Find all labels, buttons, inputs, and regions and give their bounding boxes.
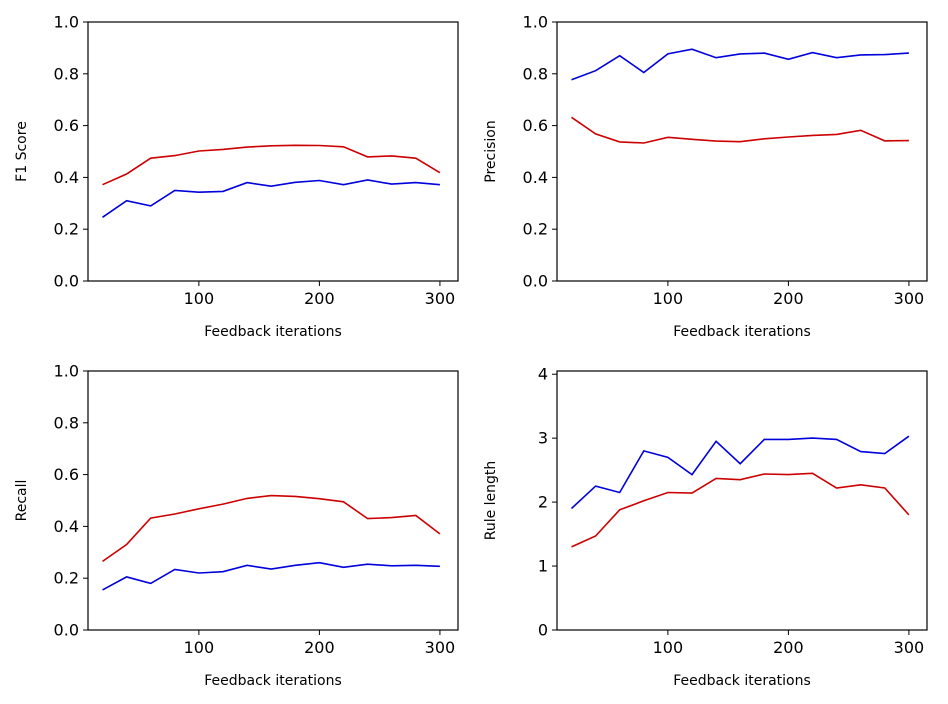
series-line-blue	[102, 561, 440, 591]
x-tick-label: 300	[894, 638, 925, 657]
y-axis-label: Rule length	[483, 461, 499, 541]
subplot-1: 100 200 300 0.0 0.2 0.4 0.6 0.8 1.0 Feedback iter…	[14, 13, 459, 340]
subplot-3: 100 200 300 0.0 0.2 0.4 0.6 0.8 1.0 Feedback iter…	[14, 362, 459, 689]
y-axis-label: Precision	[483, 120, 499, 182]
y-tick-label: 1	[538, 557, 548, 576]
y-tick-label: 0.0	[54, 272, 79, 291]
subplot-2: 100 200 300 0.0 0.2 0.4 0.6 0.8 1.0 Feedback iter…	[483, 13, 928, 340]
x-tick-label: 100	[184, 289, 215, 308]
series-line-blue	[571, 48, 909, 81]
y-tick-label: 0.6	[523, 116, 548, 135]
y-tick-label: 0.4	[54, 517, 79, 536]
y-tick-label: 2	[538, 493, 548, 512]
y-tick-label: 0.8	[54, 64, 79, 83]
plot-frame	[556, 370, 928, 631]
x-axis-label: Feedback iterations	[673, 673, 811, 689]
y-tick-label: 0.8	[523, 64, 548, 83]
x-axis-label: Feedback iterations	[673, 324, 811, 340]
y-tick-label: 0.0	[523, 272, 548, 291]
x-axis-label: Feedback iterations	[204, 324, 342, 340]
y-axis-label: F1 Score	[14, 121, 30, 182]
x-tick-label: 200	[773, 638, 804, 657]
x-tick-label: 100	[653, 289, 684, 308]
x-tick-label: 100	[184, 638, 215, 657]
x-tick-label: 300	[425, 638, 456, 657]
x-tick-label: 300	[425, 289, 456, 308]
plot-frame	[87, 21, 459, 282]
y-tick-label: 1.0	[54, 13, 79, 32]
y-tick-label: 0.4	[54, 168, 79, 187]
y-tick-label: 1.0	[54, 362, 79, 381]
series-line-red	[571, 472, 910, 548]
series-line-blue	[102, 179, 440, 218]
subplot-4: 100 200 300 0 1 2 3 4 Feedback iterations Rule le…	[483, 365, 928, 689]
plot-frame	[87, 370, 459, 631]
y-tick-label: 1.0	[523, 13, 548, 32]
y-tick-label: 0	[538, 621, 548, 640]
y-tick-label: 4	[538, 365, 548, 384]
x-tick-label: 200	[304, 638, 335, 657]
y-tick-label: 0.2	[54, 569, 79, 588]
y-tick-label: 0.2	[523, 220, 548, 239]
series-line-red	[102, 494, 441, 563]
x-tick-label: 200	[304, 289, 335, 308]
x-tick-label: 300	[894, 289, 925, 308]
series-line-red	[102, 144, 441, 186]
y-tick-label: 0.6	[54, 465, 79, 484]
series-line-red	[571, 116, 909, 144]
series-line-blue	[570, 435, 910, 510]
plot-frame	[556, 21, 928, 282]
x-tick-label: 100	[653, 638, 684, 657]
y-tick-label: 0.8	[54, 413, 79, 432]
y-tick-label: 0.0	[54, 621, 79, 640]
y-axis-label: Recall	[14, 480, 30, 522]
x-axis-label: Feedback iterations	[204, 673, 342, 689]
y-tick-label: 0.6	[54, 116, 79, 135]
y-tick-label: 0.2	[54, 220, 79, 239]
y-tick-label: 3	[538, 429, 548, 448]
y-tick-label: 0.4	[523, 168, 548, 187]
x-tick-label: 200	[773, 289, 804, 308]
